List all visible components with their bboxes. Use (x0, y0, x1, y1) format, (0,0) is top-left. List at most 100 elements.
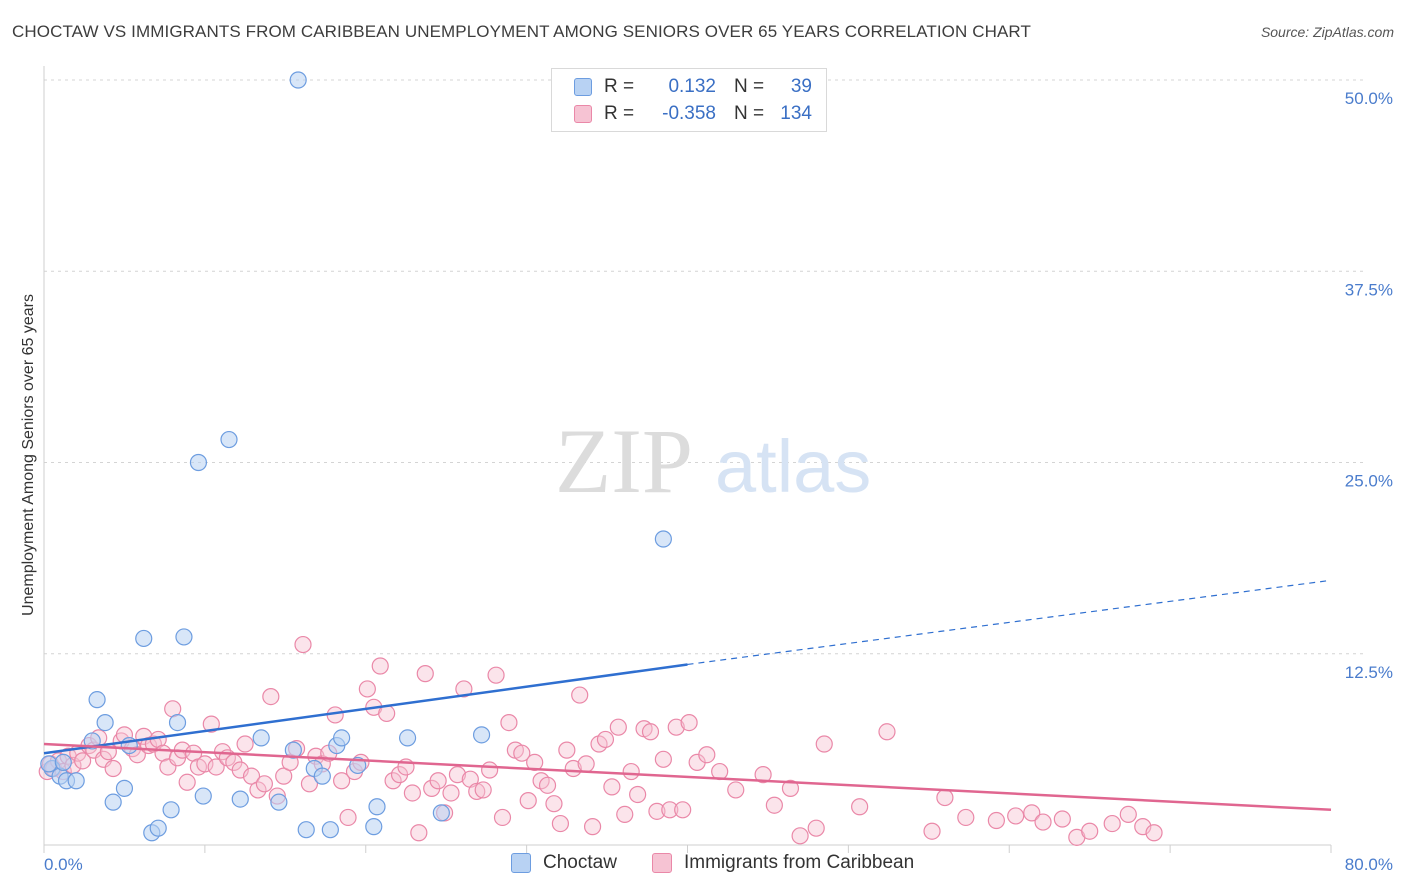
choctaw-point (333, 729, 351, 747)
caribbean-point (275, 767, 293, 785)
caribbean-point (551, 814, 570, 833)
y-tick-label: 37.5% (1345, 280, 1393, 299)
caribbean-point (358, 680, 376, 698)
caribbean-point (851, 798, 869, 816)
choctaw-point (220, 430, 238, 449)
caribbean-point (455, 680, 473, 698)
caribbean-point (791, 827, 809, 845)
source-credit: Source: ZipAtlas.com (1260, 24, 1394, 40)
caribbean-point (202, 715, 220, 733)
caribbean-point (957, 808, 975, 827)
caribbean-point (1023, 804, 1041, 822)
r-label: R = (604, 103, 635, 124)
caribbean-point (104, 759, 122, 778)
choctaw-point (654, 530, 672, 548)
caribbean-point (196, 755, 214, 773)
caribbean-point (727, 781, 745, 799)
caribbean-point (493, 808, 512, 827)
legend-label: Choctaw (543, 852, 617, 873)
n-label: N = (734, 76, 765, 97)
choctaw-point (321, 821, 339, 839)
caribbean-point (667, 718, 685, 736)
caribbean-point (468, 782, 486, 801)
caribbean-point (987, 811, 1005, 830)
x-tick-label: 0.0% (44, 855, 83, 874)
choctaw-point (67, 772, 85, 790)
y-tick-label: 25.0% (1345, 472, 1393, 491)
caribbean-point (577, 755, 595, 773)
series-legend: Choctaw Immigrants from Caribbean (0, 852, 1406, 878)
choctaw-point (96, 713, 114, 732)
choctaw-point (115, 779, 134, 797)
choctaw-point (432, 804, 450, 822)
choctaw-point (297, 821, 315, 839)
caribbean-point (629, 785, 647, 804)
caribbean-point (654, 750, 672, 768)
caribbean-point (698, 746, 716, 764)
caribbean-point (648, 802, 666, 820)
caribbean-point (878, 723, 896, 741)
caribbean-point (500, 713, 518, 732)
caribbean-point (403, 784, 422, 802)
caribbean-point (1081, 822, 1099, 840)
caribbean-point (487, 666, 505, 684)
caribbean-point (236, 735, 254, 753)
watermark-zip: ZIP (555, 410, 693, 512)
caribbean-point (1103, 814, 1121, 833)
choctaw-point (168, 713, 187, 732)
caribbean-point (526, 753, 544, 771)
caribbean-point (255, 775, 273, 793)
stats-legend: R = 0.132 N = 39 R = -0.358 N = 134 (551, 68, 827, 132)
caribbean-point (429, 772, 447, 790)
caribbean-point (448, 766, 467, 784)
caribbean-swatch (652, 853, 672, 873)
caribbean-point (410, 824, 428, 842)
caribbean-point (249, 781, 267, 799)
choctaw-point (231, 790, 249, 808)
choctaw-point (40, 755, 58, 773)
n-value: 134 (780, 103, 812, 124)
caribbean-point (1145, 824, 1163, 842)
caribbean-point (603, 778, 621, 796)
grid-lines (44, 79, 1366, 655)
caribbean-point (207, 758, 225, 776)
tick-labels: 12.5% 25.0% 37.5% 50.0% 0.0% 80.0% (44, 89, 1393, 874)
y-axis-label: Unemployment Among Seniors over 65 years (20, 294, 37, 616)
choctaw-swatch (511, 853, 531, 873)
caribbean-point (622, 762, 640, 781)
caribbean-point (1119, 805, 1137, 824)
caribbean-point (442, 784, 460, 802)
r-value: -0.358 (662, 103, 716, 124)
legend-row-choctaw: R = 0.132 N = 39 (574, 74, 812, 100)
caribbean-trend-line (43, 742, 1332, 812)
caribbean-point (538, 776, 557, 794)
n-value: 39 (790, 76, 812, 97)
choctaw-point (284, 741, 302, 759)
choctaw-point (194, 787, 212, 805)
choctaw-point (252, 729, 270, 747)
caribbean-point (371, 657, 389, 675)
caribbean-point (754, 766, 772, 784)
caribbean-point (609, 718, 627, 736)
chart-title: CHOCTAW VS IMMIGRANTS FROM CARIBBEAN UNE… (12, 22, 1031, 41)
caribbean-point (1034, 813, 1052, 831)
caribbean-point (474, 781, 492, 799)
caribbean-point (300, 775, 319, 793)
caribbean-point (178, 773, 196, 791)
choctaw-point (270, 793, 288, 811)
choctaw-point (472, 726, 491, 744)
choctaw-point (135, 629, 153, 648)
caribbean-point (661, 801, 679, 819)
choctaw-point (162, 801, 180, 819)
choctaw-point (104, 793, 122, 811)
choctaw-point (365, 818, 383, 836)
caribbean-point (807, 819, 825, 837)
caribbean-point (583, 818, 602, 836)
caribbean-point (558, 741, 576, 759)
choctaw-point (88, 691, 106, 709)
caribbean-point (765, 796, 783, 814)
caribbean-point (384, 772, 402, 790)
choctaw-point (289, 71, 307, 89)
caribbean-point (513, 744, 531, 762)
caribbean-point (294, 635, 312, 654)
